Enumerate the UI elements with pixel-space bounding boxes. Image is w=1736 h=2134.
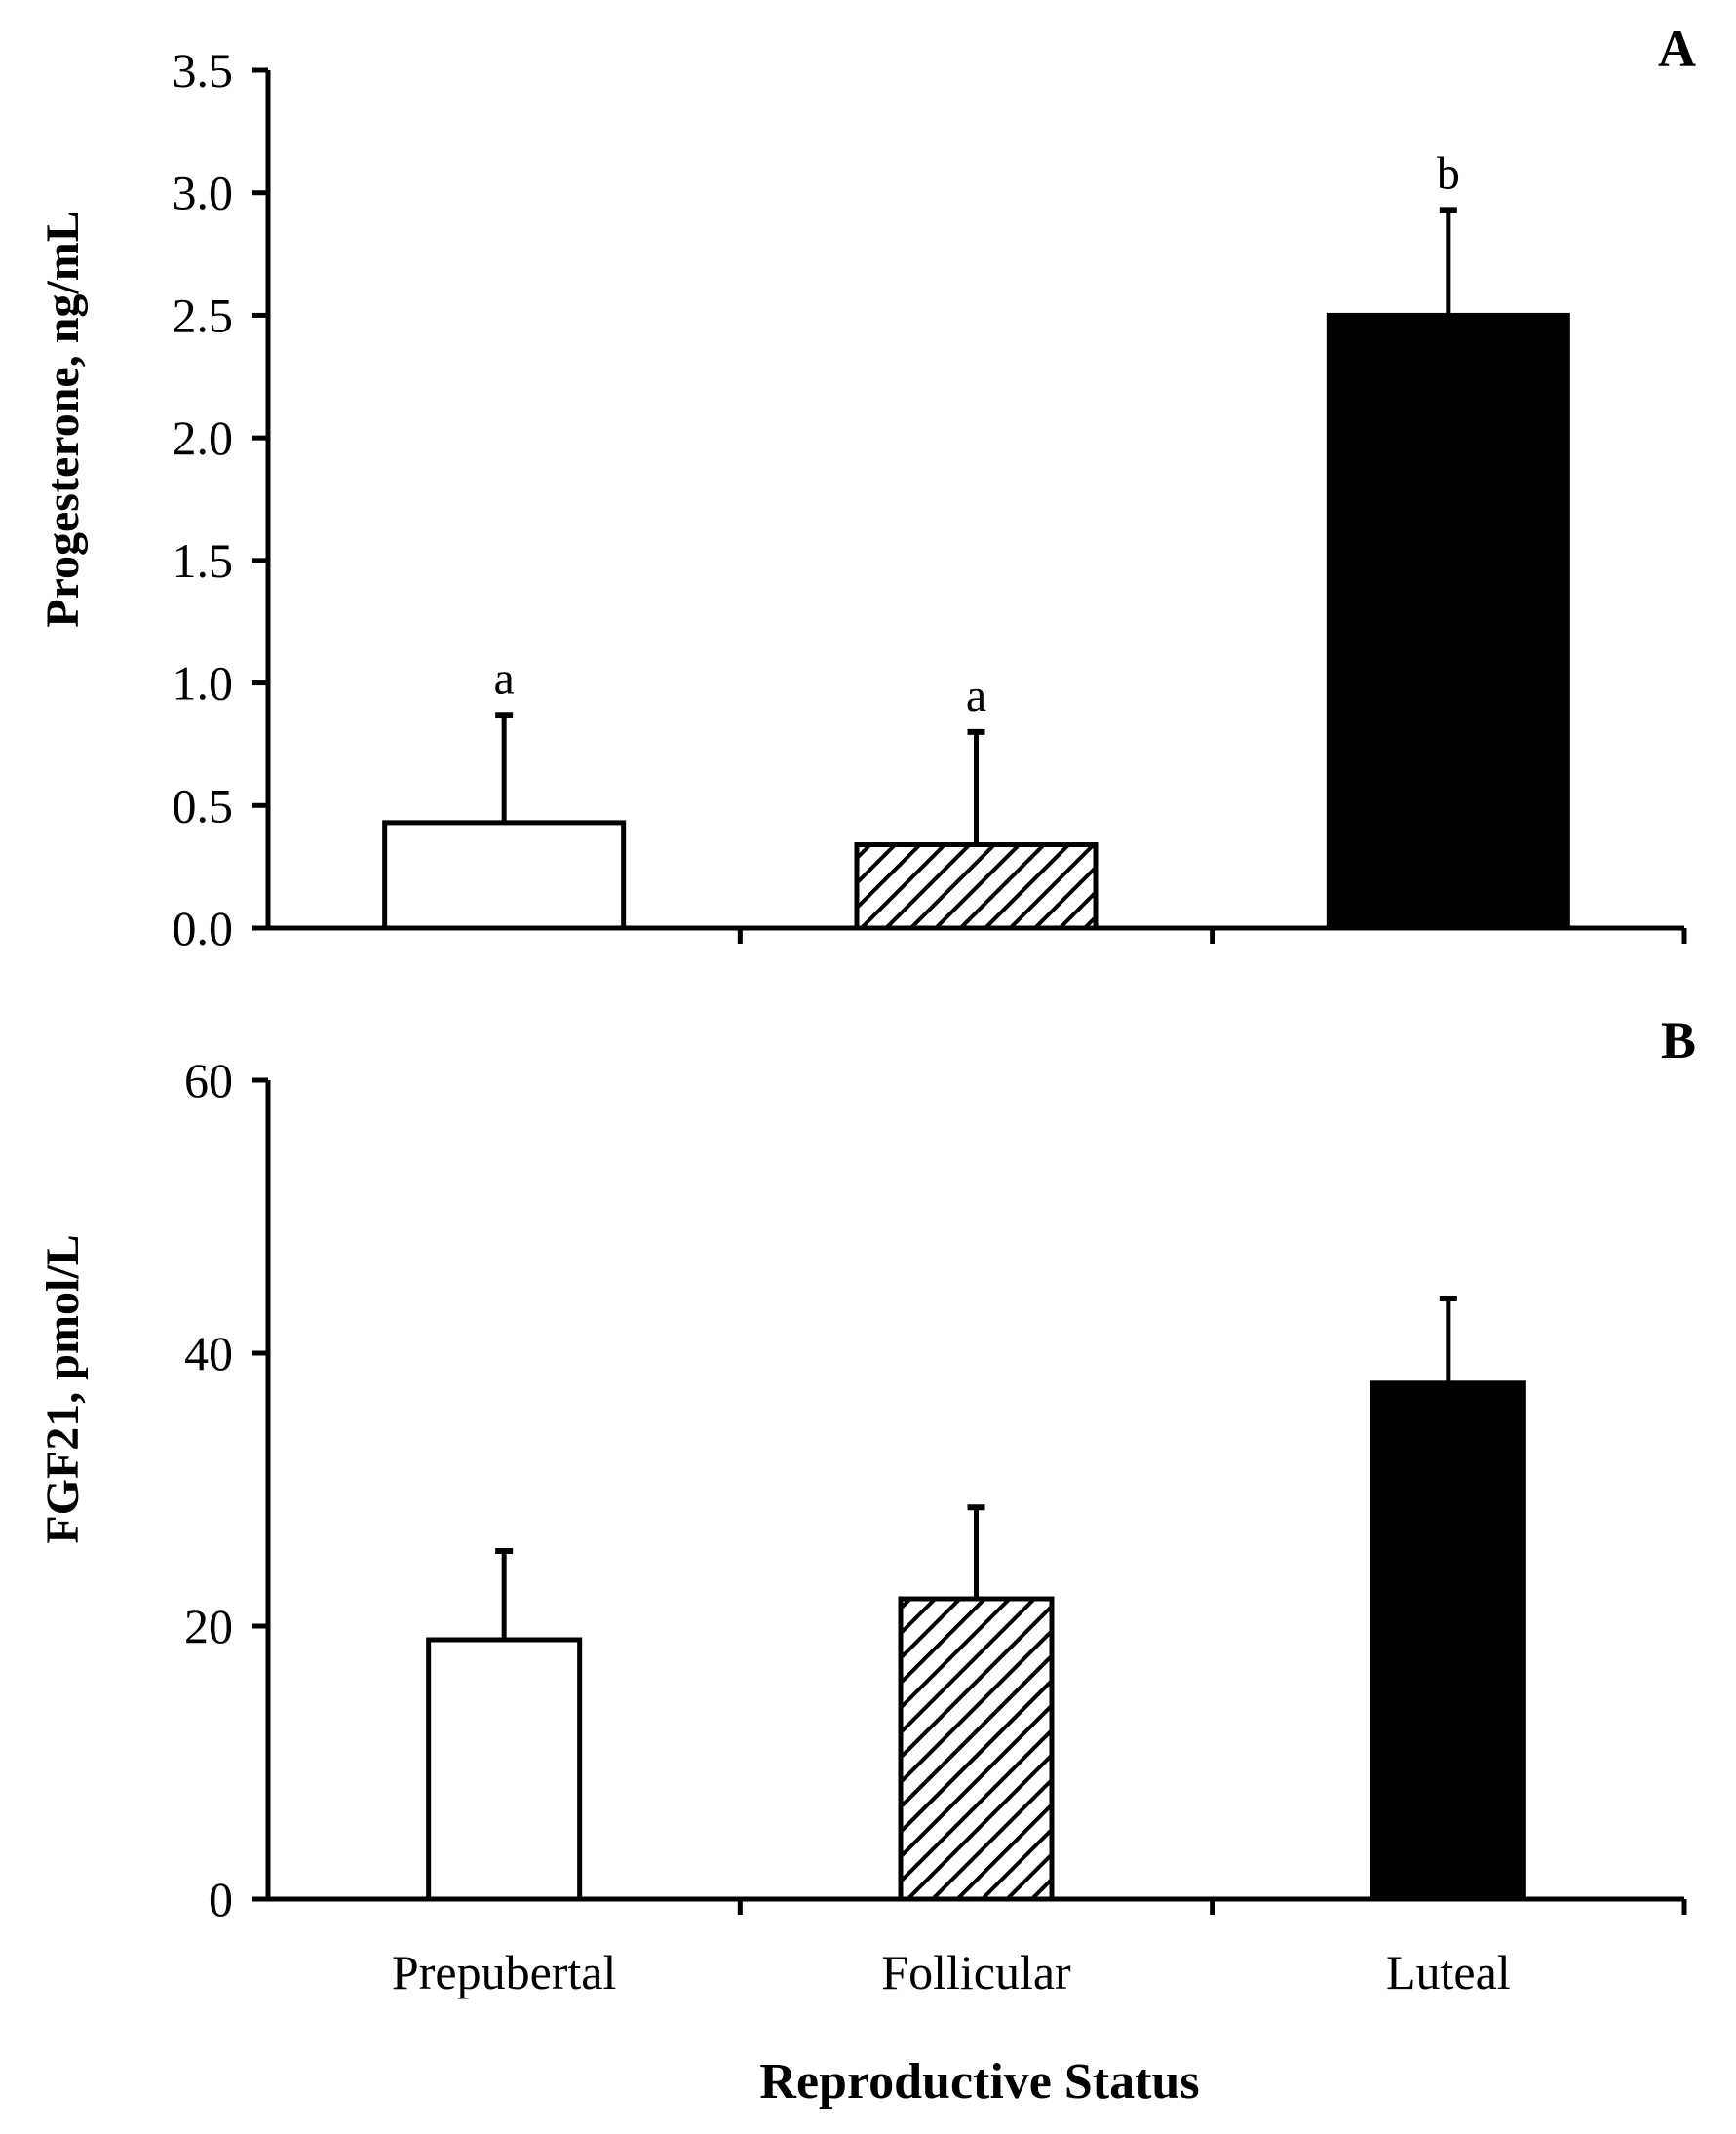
panel-a-y-axis-title: Progesterone, ng/mL [37, 211, 89, 628]
panel-a-y-tick-label: 2.0 [173, 410, 234, 465]
x-axis-title: Reproductive Status [759, 2054, 1199, 2110]
panel-a-y-tick-label: 0.5 [173, 778, 234, 833]
panel-b-y-tick-label: 20 [184, 1599, 233, 1653]
panel-b-y-tick-label: 40 [184, 1326, 233, 1380]
panel-a-marks: 0.0 0.5 1.0 1.5 2.0 2.5 3.0 3.5 a a b [173, 43, 1687, 955]
panel-b-bar-luteal [1370, 1380, 1526, 1902]
panel-a-label: A [1658, 19, 1696, 78]
panel-b-y-tick-label: 60 [184, 1053, 233, 1107]
panel-a-y-tick-label: 1.0 [173, 656, 234, 711]
panel-b-y-axis-title: FGF21, pmol/L [37, 1234, 89, 1543]
panel-a-bar-prepubertal [382, 820, 627, 931]
panel-a-bar-follicular [854, 842, 1099, 931]
panel-b: 0 20 40 60 Prepubertal Follicular Luteal B FGF… [37, 1011, 1696, 1999]
panel-a-y-tick-label: 3.0 [173, 166, 234, 220]
panel-a-bar-luteal [1326, 312, 1570, 931]
x-category-label-prepubertal: Prepubertal [392, 1945, 616, 1999]
panel-a-y-tick-label: 1.5 [173, 533, 234, 588]
panel-a-y-tick-label: 3.5 [173, 43, 234, 97]
panel-b-bar-follicular [898, 1596, 1055, 1902]
panel-a-significance-prepubertal: a [494, 652, 515, 704]
panel-b-label: B [1661, 1011, 1696, 1069]
panel-a-significance-follicular: a [966, 670, 986, 721]
x-category-label-luteal: Luteal [1386, 1945, 1511, 1999]
x-category-label-follicular: Follicular [881, 1945, 1071, 1999]
panel-b-y-tick-label: 0 [209, 1872, 233, 1926]
panel-b-bar-prepubertal [426, 1637, 583, 1902]
panel-a-significance-luteal: b [1437, 147, 1460, 199]
panel-a-y-tick-label: 2.5 [173, 288, 234, 342]
panel-a: 0.0 0.5 1.0 1.5 2.0 2.5 3.0 3.5 a a b A Progestero… [37, 19, 1696, 955]
panel-b-marks: 0 20 40 60 Prepubertal Follicular Luteal [184, 1053, 1687, 1999]
panel-a-y-tick-label: 0.0 [173, 901, 234, 955]
